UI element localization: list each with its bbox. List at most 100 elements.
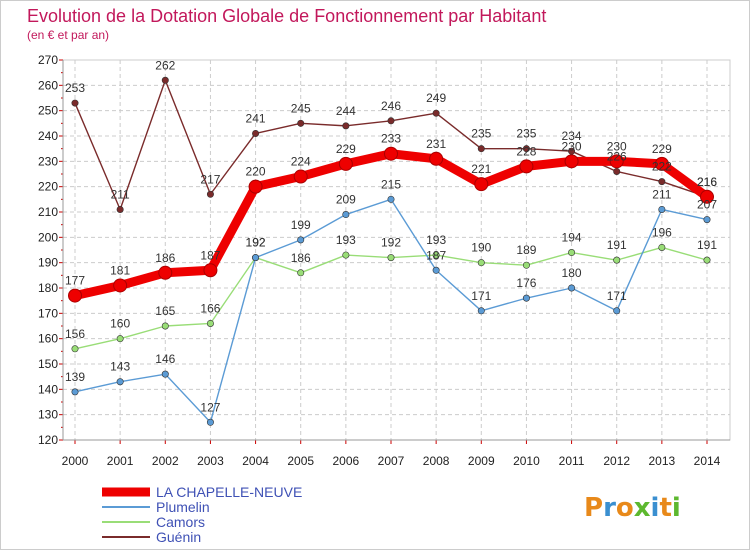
data-point xyxy=(474,177,489,192)
data-label: 176 xyxy=(516,276,536,290)
data-point xyxy=(206,418,214,426)
y-tick-label: 170 xyxy=(38,306,58,320)
data-label: 156 xyxy=(65,327,85,341)
x-tick-label: 2005 xyxy=(287,454,314,468)
y-tick-label: 120 xyxy=(38,433,58,447)
data-point xyxy=(297,236,305,244)
data-point xyxy=(432,266,440,274)
data-label: 226 xyxy=(607,149,627,163)
data-label: 222 xyxy=(652,160,672,174)
logo-letter: o xyxy=(616,493,634,523)
data-label: 193 xyxy=(426,233,446,247)
legend-label-3: Guénin xyxy=(156,529,201,545)
data-label: 229 xyxy=(336,142,356,156)
data-point xyxy=(564,154,579,169)
data-point xyxy=(477,307,485,315)
series-lines xyxy=(68,76,714,426)
data-label: 146 xyxy=(155,352,175,366)
y-tick-label: 240 xyxy=(38,129,58,143)
data-point xyxy=(384,146,398,161)
data-label: 230 xyxy=(607,139,627,153)
data-point xyxy=(161,370,169,378)
y-tick-label: 230 xyxy=(38,154,58,168)
y-tick-label: 160 xyxy=(38,332,58,346)
data-label: 177 xyxy=(65,274,85,288)
data-point xyxy=(252,254,260,262)
data-point xyxy=(116,205,124,213)
data-label: 244 xyxy=(336,104,356,118)
data-point xyxy=(116,378,124,386)
data-label: 187 xyxy=(200,248,220,262)
data-label: 191 xyxy=(607,238,627,252)
data-point xyxy=(113,278,128,293)
legend-label-2: Camors xyxy=(156,514,205,530)
data-point xyxy=(477,259,485,267)
data-point xyxy=(432,109,440,117)
data-point xyxy=(161,76,169,84)
data-label: 193 xyxy=(336,233,356,247)
data-label: 191 xyxy=(697,238,717,252)
logo-letter: i xyxy=(651,493,660,523)
data-point xyxy=(297,269,305,277)
x-tick-label: 2006 xyxy=(333,454,360,468)
data-label: 216 xyxy=(697,175,717,189)
x-tick-label: 2010 xyxy=(513,454,540,468)
y-tick-label: 130 xyxy=(38,408,58,422)
x-tick-label: 2003 xyxy=(197,454,224,468)
y-tick-label: 260 xyxy=(38,78,58,92)
data-label: 160 xyxy=(110,317,130,331)
x-tick-label: 2007 xyxy=(378,454,405,468)
data-label: 211 xyxy=(652,187,671,201)
data-label: 220 xyxy=(246,165,266,179)
data-label: 229 xyxy=(652,142,672,156)
y-tick-label: 270 xyxy=(38,53,58,67)
data-label: 231 xyxy=(426,137,446,151)
data-label: 166 xyxy=(200,301,220,315)
legend-label-1: Plumelin xyxy=(156,499,210,515)
data-label: 253 xyxy=(65,81,85,95)
data-point xyxy=(654,156,669,171)
data-point xyxy=(522,145,530,153)
plot-area xyxy=(62,59,731,441)
data-label: 215 xyxy=(381,177,401,191)
data-label: 192 xyxy=(381,236,401,250)
data-point xyxy=(293,169,308,184)
data-point xyxy=(613,256,621,264)
data-label: 186 xyxy=(155,251,175,265)
data-point xyxy=(338,156,353,171)
data-point xyxy=(161,322,169,330)
data-point xyxy=(613,307,621,315)
legend-label-0: LA CHAPELLE-NEUVE xyxy=(156,484,302,500)
data-label: 262 xyxy=(155,58,175,72)
data-label: 190 xyxy=(471,241,491,255)
x-tick-label: 2001 xyxy=(107,454,134,468)
data-point xyxy=(387,195,395,203)
data-point xyxy=(703,216,711,224)
data-label: 235 xyxy=(516,127,536,141)
data-label: 207 xyxy=(697,198,717,212)
data-label: 187 xyxy=(426,248,446,262)
data-label: 194 xyxy=(562,231,582,245)
x-tick-label: 2011 xyxy=(559,454,585,468)
data-point xyxy=(252,129,260,137)
logo-letter: P xyxy=(584,493,603,523)
y-tick-label: 250 xyxy=(38,104,58,118)
data-label: 209 xyxy=(336,193,356,207)
data-label: 196 xyxy=(652,225,672,239)
data-point xyxy=(248,179,263,194)
data-label: 181 xyxy=(110,263,130,277)
proxiti-logo: Proxiti xyxy=(584,493,681,523)
data-label: 192 xyxy=(246,236,266,250)
y-tick-label: 180 xyxy=(38,281,58,295)
data-label: 230 xyxy=(562,139,582,153)
y-tick-label: 220 xyxy=(38,180,58,194)
data-label: 224 xyxy=(291,155,311,169)
data-point xyxy=(342,211,350,219)
data-point xyxy=(429,151,444,166)
y-tick-label: 150 xyxy=(38,357,58,371)
data-point xyxy=(158,265,173,280)
x-tick-label: 2008 xyxy=(423,454,450,468)
